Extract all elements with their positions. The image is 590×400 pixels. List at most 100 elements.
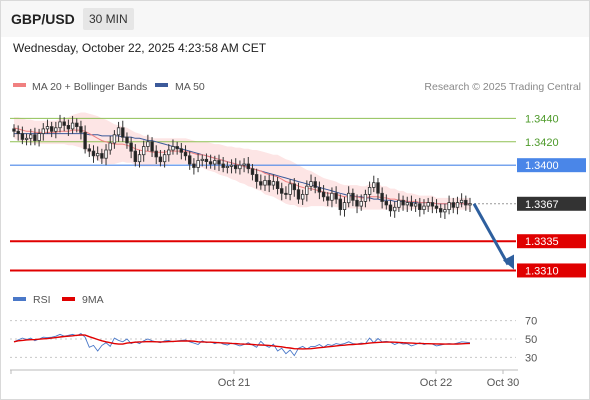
rsi-panel: 70 50 30 xyxy=(10,316,537,364)
candle-body xyxy=(413,203,418,207)
candle-body xyxy=(363,193,368,202)
candle-body xyxy=(459,199,464,204)
candle-body xyxy=(229,164,234,167)
candle-body xyxy=(87,148,91,152)
candle-body xyxy=(28,134,33,139)
candle-body xyxy=(430,202,435,207)
ma20-line xyxy=(13,127,470,205)
candle-body xyxy=(62,121,66,126)
candle-body xyxy=(162,154,167,163)
candle-body xyxy=(108,142,112,151)
time-tick-label: Oct 21 xyxy=(218,377,250,389)
ma9-legend-swatch xyxy=(62,297,75,301)
candle-body xyxy=(66,125,71,130)
candle-body xyxy=(200,158,204,161)
level-label-box-1.3310 xyxy=(517,263,586,278)
level-lines-layer xyxy=(10,117,516,272)
candle-body xyxy=(37,133,41,142)
candle-body xyxy=(288,183,292,195)
candle-body xyxy=(20,133,25,140)
candle-body xyxy=(284,192,288,195)
candle-body xyxy=(158,156,163,163)
candle-body xyxy=(418,203,422,211)
candle-body xyxy=(41,128,45,134)
candle-body xyxy=(167,149,171,156)
candle-body xyxy=(326,196,330,201)
candle-body xyxy=(263,179,267,186)
candle-body xyxy=(447,202,451,211)
level-label-box-1.3400 xyxy=(517,158,586,173)
chart-timestamp: Wednesday, October 22, 2025 4:23:58 AM C… xyxy=(13,41,267,55)
candle-body xyxy=(221,163,225,168)
candle-body xyxy=(259,181,263,186)
time-tick-label: Oct 22 xyxy=(420,377,452,389)
candle-body xyxy=(422,205,426,211)
candle-body xyxy=(91,150,96,157)
level-label-box-1.3335 xyxy=(517,234,586,249)
candle-body xyxy=(300,193,305,200)
moving-average-layer xyxy=(13,127,470,205)
ma20-legend-swatch xyxy=(13,83,26,87)
candle-body xyxy=(254,174,259,182)
timeframe-selector[interactable]: 30 MIN xyxy=(83,8,134,30)
candle-body xyxy=(141,146,146,156)
candle-body xyxy=(380,192,384,202)
candle-body xyxy=(112,134,117,144)
candle-body xyxy=(125,136,129,144)
candle-body xyxy=(388,204,393,212)
time-axis: Oct 21 Oct 22 Oct 30 xyxy=(10,369,519,389)
level-label-1.3440: 1.3440 xyxy=(525,113,559,125)
candles-layer xyxy=(12,114,472,219)
forecast-arrow-head xyxy=(503,254,514,270)
candle-body xyxy=(438,208,443,213)
candle-body xyxy=(246,163,250,170)
candle-body xyxy=(346,192,351,204)
candle-body xyxy=(455,202,460,208)
candle-body xyxy=(75,122,79,127)
level-label-1.3310: 1.3310 xyxy=(525,265,559,277)
level-labels-layer: 1.3440 1.3420 1.3400 1.3367 1.3335 1.3310 xyxy=(517,113,586,278)
candle-body xyxy=(443,209,447,213)
rsi-tick-30: 30 xyxy=(525,352,537,364)
candle-body xyxy=(305,185,309,195)
candle-body xyxy=(279,188,284,194)
candle-body xyxy=(129,142,133,152)
candle-body xyxy=(397,199,401,208)
candle-body xyxy=(137,154,142,163)
candle-body xyxy=(250,168,255,175)
rsi-legend-swatch xyxy=(13,297,26,301)
candle-body xyxy=(292,183,296,191)
rsi-tick-50: 50 xyxy=(525,334,537,346)
candle-body xyxy=(79,126,83,133)
candle-body xyxy=(183,151,188,157)
candle-body xyxy=(116,127,121,136)
candle-body xyxy=(33,134,37,142)
ma9-legend-label: 9MA xyxy=(82,294,104,306)
candle-body xyxy=(317,186,322,193)
candle-body xyxy=(238,164,242,170)
candle-body xyxy=(338,198,342,211)
credit-text: Research © 2025 Trading Central xyxy=(424,81,581,93)
candle-body xyxy=(70,122,75,130)
candle-body xyxy=(83,131,87,150)
candle-body xyxy=(242,163,246,166)
ma50-legend-swatch xyxy=(155,83,168,87)
candle-body xyxy=(233,164,238,170)
candle-body xyxy=(121,127,125,138)
candle-body xyxy=(146,141,150,147)
candle-body xyxy=(334,192,338,200)
candle-body xyxy=(271,181,276,186)
candle-body xyxy=(213,160,217,165)
candle-body xyxy=(275,181,280,190)
candle-body xyxy=(296,189,301,200)
candle-body xyxy=(225,165,230,168)
candle-body xyxy=(409,202,414,207)
candle-body xyxy=(179,148,183,153)
rsi-legend-label: RSI xyxy=(33,294,51,306)
candle-body xyxy=(367,186,372,195)
level-label-box-1.3367 xyxy=(517,196,586,211)
candle-body xyxy=(330,192,334,201)
candle-body xyxy=(45,126,50,130)
candle-body xyxy=(154,150,158,158)
candle-body xyxy=(187,155,192,165)
